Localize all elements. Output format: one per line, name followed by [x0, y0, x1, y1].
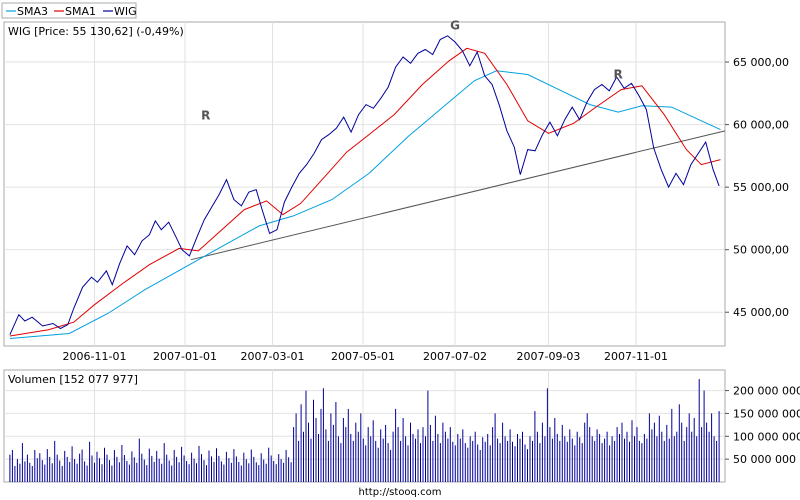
price-y-tick-label: 55 000,00: [733, 181, 789, 194]
volume-panel: 50 000 000 100 000 000 150 000 000 200 000 …: [3, 369, 800, 483]
price-y-tick-label: 45 000,00: [733, 306, 789, 319]
x-tick-label: 2007-01-01: [153, 350, 217, 363]
volume-y-axis: 50 000 000 100 000 000 150 000 000 200 000 …: [725, 385, 800, 466]
volume-panel-title: Volumen [152 077 977]: [8, 373, 138, 386]
price-plot-frame: [3, 21, 726, 347]
x-tick-label: 2006-11-01: [63, 350, 127, 363]
x-tick-label: 2007-05-01: [331, 350, 395, 363]
pattern-annotation: R: [614, 67, 623, 81]
price-y-axis: 45 000,00 50 000,00 55 000,00 60 000,00 65 0…: [725, 56, 789, 319]
price-grid: [4, 22, 725, 346]
price-panel-title: WIG [Price: 55 130,62] (-0,49%): [8, 25, 184, 38]
x-tick-label: 2007-03-01: [241, 350, 305, 363]
pattern-annotation: G: [450, 19, 460, 33]
legend-box: [1, 2, 137, 19]
pattern-annotation: R: [201, 109, 210, 123]
price-panel: 45 000,00 50 000,00 55 000,00 60 000,00 65 0…: [3, 19, 789, 363]
volume-bars: [9, 379, 720, 482]
volume-y-tick-label: 100 000 000: [733, 430, 800, 443]
footer-url: http://stooq.com: [359, 487, 442, 498]
price-y-tick-label: 50 000,00: [733, 244, 789, 257]
legend: SMA3 SMA1 WIG: [1, 2, 137, 19]
volume-y-tick-label: 50 000 000: [733, 453, 796, 466]
wig-line: [9, 35, 720, 335]
legend-wig-label: WIG: [114, 5, 137, 18]
x-tick-label: 2007-11-01: [604, 350, 668, 363]
price-y-tick-label: 60 000,00: [733, 119, 789, 132]
price-annotations: R G R: [201, 19, 623, 123]
legend-sma3-label: SMA3: [17, 5, 48, 18]
sma3-line: [9, 70, 721, 339]
x-tick-label: 2007-09-03: [516, 350, 580, 363]
legend-sma1-label: SMA1: [65, 5, 96, 18]
volume-y-tick-label: 200 000 000: [733, 385, 800, 398]
price-x-axis: 2006-11-01 2007-01-01 2007-03-01 2007-05-01…: [63, 350, 668, 363]
sma1-line: [9, 47, 721, 337]
volume-y-tick-label: 150 000 000: [733, 407, 800, 420]
price-y-tick-label: 65 000,00: [733, 56, 789, 69]
trendline: [190, 130, 726, 261]
x-tick-label: 2007-07-02: [423, 350, 487, 363]
